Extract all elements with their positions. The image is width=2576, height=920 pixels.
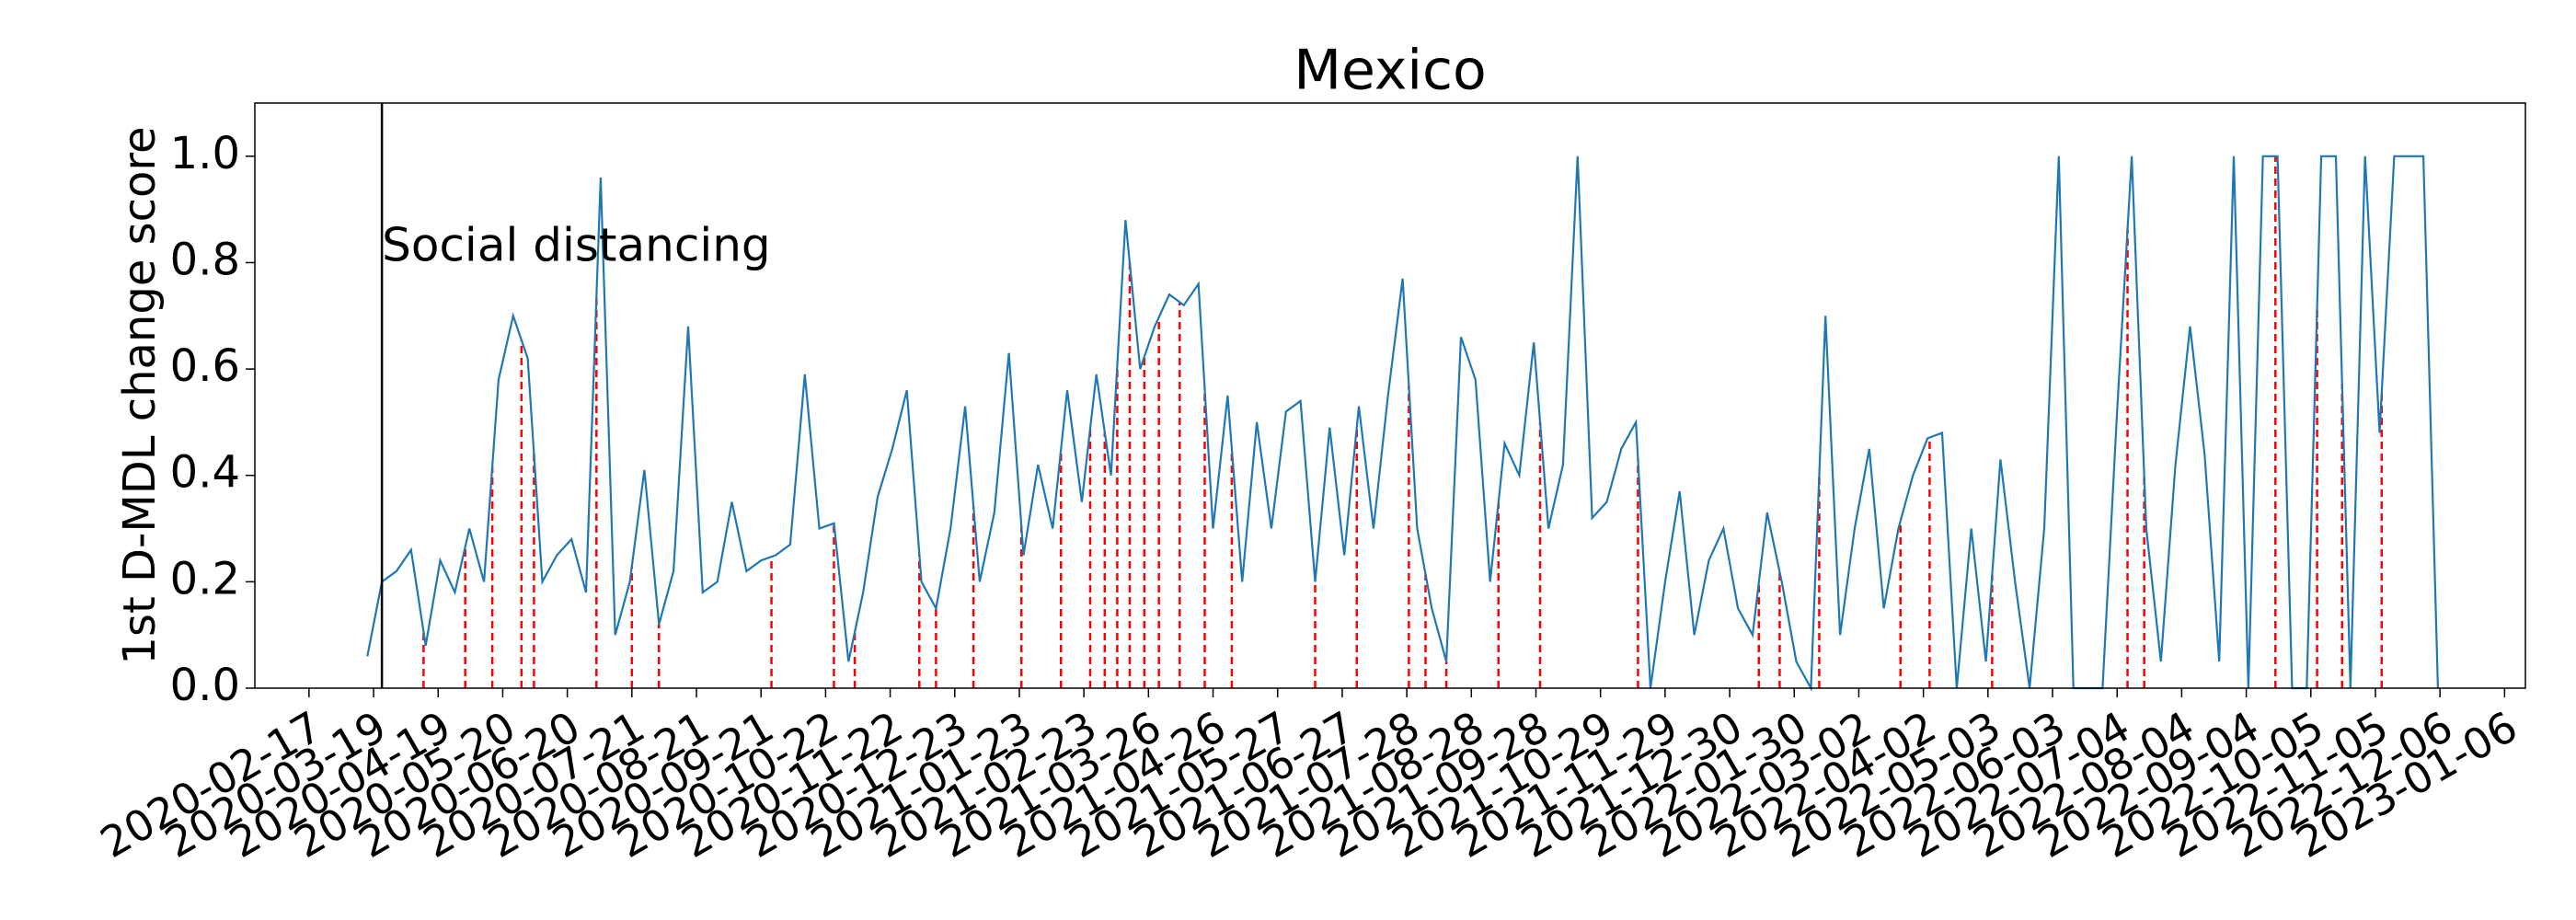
annotation-text: Social distancing — [382, 219, 771, 272]
y-tick-label: 0.8 — [170, 234, 240, 285]
plot-frame — [254, 102, 2526, 689]
chart-title: Mexico — [1294, 39, 1487, 103]
y-tick-label: 0.4 — [170, 447, 240, 499]
y-tick-label: 1.0 — [170, 128, 240, 179]
y-tick-label: 0.6 — [170, 340, 240, 392]
y-axis-label: 1st D-MDL change score — [114, 126, 166, 664]
y-tick-label: 0.0 — [170, 660, 240, 711]
y-tick-label: 0.2 — [170, 553, 240, 604]
